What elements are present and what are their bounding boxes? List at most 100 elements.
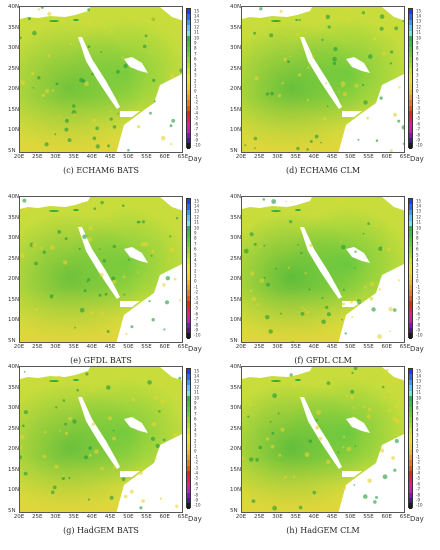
colorbar-segment bbox=[187, 460, 190, 466]
colorbar-segment bbox=[187, 301, 190, 307]
colorbar-segment bbox=[187, 263, 190, 269]
colorbar-tick-label: -6 bbox=[416, 311, 420, 317]
colorbar-tick-label: 9 bbox=[194, 40, 197, 46]
colorbar-tick-label: -10 bbox=[194, 142, 201, 148]
colorbar-segment bbox=[187, 220, 190, 226]
colorbar-segment bbox=[409, 492, 412, 498]
colorbar-tick-label: -3 bbox=[416, 105, 420, 111]
colorbar-tick-label: 4 bbox=[416, 427, 419, 433]
colorbar-segment bbox=[187, 306, 190, 312]
colorbar-tick-label: -9 bbox=[416, 327, 420, 333]
colorbar-segment bbox=[187, 476, 190, 482]
colorbar-tick-label: -6 bbox=[194, 311, 198, 317]
colorbar-tick-label: 7 bbox=[416, 241, 419, 247]
panel-caption: (d) ECHAM6 CLM bbox=[285, 166, 361, 175]
colorbar-segment bbox=[187, 19, 190, 26]
colorbar-tick-label: 8 bbox=[416, 235, 419, 241]
colorbar-segment bbox=[187, 295, 190, 302]
colorbar-tick-label: 5 bbox=[194, 252, 197, 258]
colorbar-tick-label: 7 bbox=[194, 241, 197, 247]
colorbar-segment bbox=[187, 258, 190, 264]
latitude-label: 10N bbox=[8, 317, 20, 323]
colorbar-segment bbox=[409, 89, 412, 95]
colorbar-tick-label: -1 bbox=[416, 454, 420, 460]
colorbar-tick-label: -2 bbox=[194, 289, 198, 295]
colorbar-segment bbox=[187, 199, 190, 205]
colorbar-tick-label: 15 bbox=[416, 8, 422, 14]
longitude-label: 20E bbox=[235, 154, 247, 160]
colorbar-tick-label: -8 bbox=[416, 132, 420, 138]
colorbar-segment bbox=[187, 89, 190, 95]
latitude-label: 35N bbox=[8, 214, 20, 221]
longitude-label: 20E bbox=[13, 344, 25, 350]
colorbar-tick-label: 9 bbox=[194, 230, 197, 236]
latitude-label: 25N bbox=[8, 65, 20, 72]
colorbar-segment bbox=[187, 105, 190, 112]
colorbar-segment bbox=[187, 236, 190, 242]
map-panel: 40N 35N 30N 25N 20N 15N 10N 5N 20E 25E 30E 35E 40E 45… bbox=[8, 4, 208, 182]
colorbar-tick-label: -4 bbox=[194, 110, 198, 116]
longitude-label: 30E bbox=[50, 154, 61, 160]
map-panel: 40N 35N 30N 25N 20N 15N 10N 5N 20E 25E 30E 35E 40E 45… bbox=[8, 194, 208, 372]
colorbar-segment bbox=[409, 30, 412, 36]
longitude-label: 35E bbox=[68, 344, 79, 350]
colorbar-segment bbox=[409, 46, 412, 52]
colorbar-tick-label: -5 bbox=[194, 475, 198, 481]
longitude-label: 50E bbox=[123, 344, 134, 350]
colorbar-tick-label: 2 bbox=[194, 78, 197, 84]
colorbar-segment bbox=[187, 209, 190, 216]
latitude-label: 20N bbox=[8, 446, 20, 452]
latitude-label: 40N bbox=[8, 4, 20, 10]
longitude-label: 60E bbox=[159, 154, 171, 160]
colorbar-tick-label: -2 bbox=[416, 99, 420, 105]
colorbar-tick-label: 4 bbox=[416, 257, 419, 263]
latitude-label: 15N bbox=[230, 466, 242, 473]
longitude-label: 60E bbox=[159, 344, 171, 350]
longitude-label: 40E bbox=[86, 344, 98, 350]
colorbar-tick-label: -9 bbox=[194, 497, 198, 503]
colorbar-tick-label: -6 bbox=[194, 121, 198, 127]
latitude-label: 35N bbox=[8, 384, 20, 391]
colorbar-tick-label: -5 bbox=[416, 305, 420, 311]
latitude-label: 5N bbox=[230, 507, 238, 514]
colorbar-tick-label: 14 bbox=[194, 373, 200, 379]
colorbar-tick-label: -7 bbox=[416, 316, 420, 322]
panel-caption: (g) HadGEM BATS bbox=[63, 526, 139, 535]
panel-caption: (e) GFDL BATS bbox=[70, 356, 132, 365]
colorbar-segment bbox=[409, 333, 412, 339]
latitude-label: 10N bbox=[8, 127, 20, 133]
longitude-label: 20E bbox=[13, 154, 25, 160]
colorbar-segment bbox=[187, 290, 190, 296]
colorbar-segment bbox=[409, 14, 412, 20]
colorbar-unit: Day bbox=[188, 515, 202, 523]
colorbar-segment bbox=[187, 78, 190, 85]
colorbar-segment bbox=[409, 438, 412, 445]
colorbar-tick-label: 2 bbox=[194, 268, 197, 274]
colorbar-tick-label: 1 bbox=[194, 443, 197, 449]
colorbar-tick-label: -7 bbox=[194, 316, 198, 322]
colorbar-tick-label: 13 bbox=[416, 378, 422, 384]
colorbar-tick-label: -3 bbox=[416, 465, 420, 471]
colorbar-segment bbox=[409, 328, 412, 334]
latitude-label: 20N bbox=[8, 86, 20, 92]
longitude-label: 40E bbox=[308, 154, 320, 160]
colorbar-segment bbox=[409, 105, 412, 112]
longitude-label: 40E bbox=[308, 344, 320, 350]
colorbar-tick-label: 13 bbox=[416, 18, 422, 24]
longitude-label: 25E bbox=[253, 514, 265, 520]
colorbar-segment bbox=[409, 236, 412, 242]
colorbar-segment bbox=[187, 322, 190, 328]
colorbar-segment bbox=[187, 41, 190, 47]
colorbar-tick-label: 13 bbox=[194, 378, 200, 384]
longitude-label: 60E bbox=[381, 514, 393, 520]
longitude-label: 45E bbox=[326, 344, 338, 350]
colorbar-segment bbox=[187, 333, 190, 339]
colorbar-segment bbox=[409, 301, 412, 307]
colorbar-tick-label: 14 bbox=[194, 13, 200, 19]
longitude-label: 45E bbox=[326, 514, 338, 520]
colorbar-segment bbox=[409, 111, 412, 117]
longitude-label: 30E bbox=[50, 344, 61, 350]
colorbar-tick-label: 14 bbox=[416, 203, 422, 209]
colorbar bbox=[186, 8, 191, 149]
latitude-label: 5N bbox=[230, 337, 238, 344]
